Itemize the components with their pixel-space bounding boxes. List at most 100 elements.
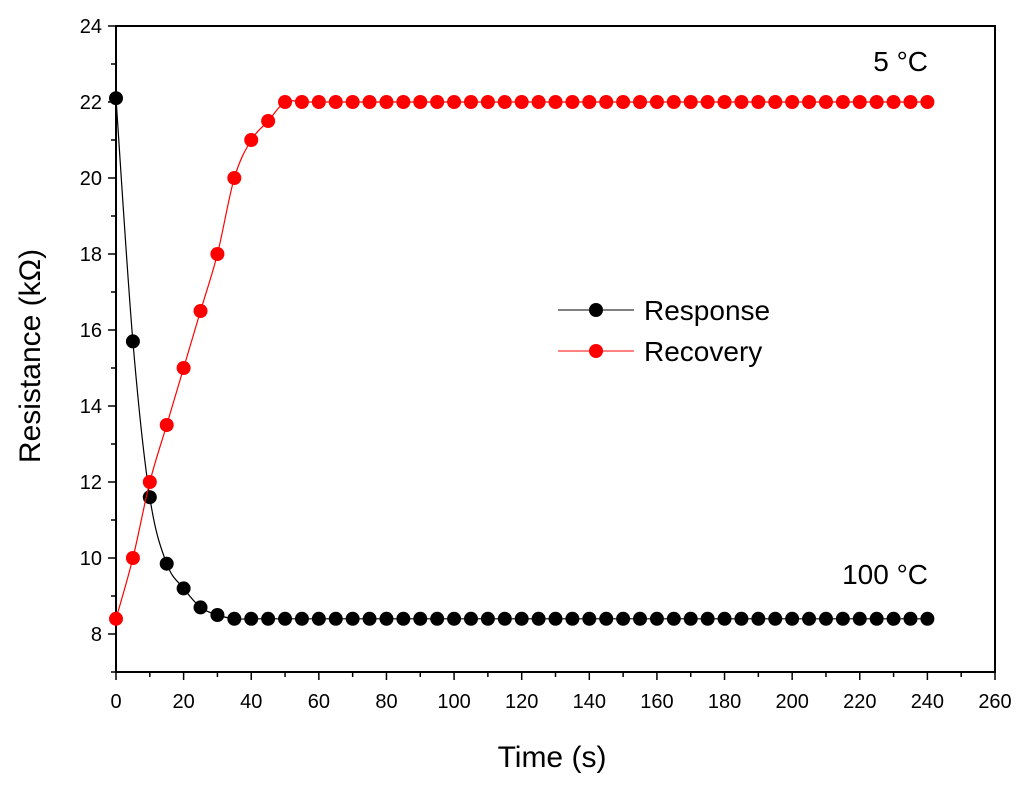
data-point-recovery [633,95,648,109]
data-point-response [751,611,766,626]
data-point-response [176,581,191,596]
data-point-recovery [210,247,225,261]
data-point-recovery [548,95,563,109]
data-point-response [463,611,478,626]
x-tick-label: 40 [240,691,262,713]
data-point-recovery [582,95,597,109]
data-point-response [261,611,276,626]
data-point-recovery [463,95,478,109]
y-axis-title: Resistance (kΩ) [14,249,47,463]
y-tick-label: 10 [80,548,102,570]
y-tick-label: 24 [80,16,102,38]
data-point-recovery [683,95,698,109]
y-tick-label: 12 [80,472,102,494]
data-point-recovery [430,95,445,109]
data-point-recovery [379,95,394,109]
data-point-response [599,611,614,626]
x-tick-label: 80 [375,691,397,713]
x-tick-label: 240 [911,691,944,713]
data-point-response [582,611,597,626]
data-point-recovery [734,95,749,109]
data-point-response [734,611,749,626]
data-point-recovery [869,95,884,109]
data-point-response [430,611,445,626]
legend-label-recovery: Recovery [644,336,762,367]
data-point-response [109,91,123,106]
data-point-response [294,611,309,626]
data-point-recovery [109,611,123,626]
data-point-recovery [785,95,800,109]
data-point-recovery [413,95,428,109]
x-tick-label: 200 [775,691,808,713]
data-point-recovery [294,95,309,109]
data-point-response [649,611,664,626]
data-point-response [210,608,225,622]
data-point-recovery [649,95,664,109]
legend: Response Recovery [558,295,770,367]
data-point-recovery [835,95,850,109]
data-point-response [548,611,563,626]
y-tick-label: 22 [80,92,102,114]
x-tick-label: 120 [505,691,538,713]
data-point-response [311,611,326,626]
data-point-recovery [886,95,901,109]
data-point-response [379,611,394,626]
x-tick-label: 100 [437,691,470,713]
data-point-recovery [903,95,918,109]
data-point-recovery [261,114,276,128]
data-point-recovery [599,95,614,109]
data-point-response [818,611,833,626]
data-point-recovery [802,95,817,109]
data-point-response [903,611,918,626]
data-point-recovery [751,95,766,109]
annotation-5c: 5 °C [873,46,928,77]
y-tick-label: 20 [80,168,102,190]
data-point-recovery [311,95,326,109]
y-tick-label: 8 [91,624,102,646]
data-point-recovery [616,95,631,109]
data-point-response [142,490,157,505]
data-point-response [835,611,850,626]
data-point-response [666,611,681,626]
data-point-response [497,611,512,626]
data-point-recovery [700,95,715,109]
legend-label-response: Response [644,295,770,326]
data-point-response [683,611,698,626]
data-point-recovery [142,475,157,489]
x-tick-label: 140 [573,691,606,713]
data-point-response [159,556,174,571]
data-point-response [125,334,140,349]
data-point-recovery [125,551,140,565]
y-tick-label: 18 [80,244,102,266]
data-point-recovery [531,95,546,109]
data-point-recovery [396,95,411,109]
data-point-recovery [278,95,293,109]
x-tick-label: 20 [172,691,194,713]
data-point-recovery [345,95,360,109]
data-point-response [869,611,884,626]
data-point-response [480,611,495,626]
data-point-recovery [362,95,377,109]
data-point-response [531,611,546,626]
data-point-response [920,611,935,626]
data-point-response [396,611,411,626]
x-tick-label: 160 [640,691,673,713]
x-tick-label: 180 [708,691,741,713]
x-tick-label: 220 [843,691,876,713]
plot-area: 0 20 40 60 80 100 120 140 160 180 200 220 240 260 8 10 1… [80,16,1012,713]
data-point-recovery [920,95,935,109]
data-point-recovery [717,95,732,109]
data-point-recovery [159,418,174,432]
data-point-recovery [176,361,191,375]
legend-marker-recovery [589,344,603,358]
data-point-response [244,611,259,626]
data-point-response [616,611,631,626]
data-point-recovery [447,95,462,109]
data-point-response [802,611,817,626]
x-axis-title: Time (s) [498,741,607,774]
data-point-response [768,611,783,626]
x-tick-label: 0 [110,691,121,713]
x-tick-label: 60 [308,691,330,713]
data-point-response [852,611,867,626]
